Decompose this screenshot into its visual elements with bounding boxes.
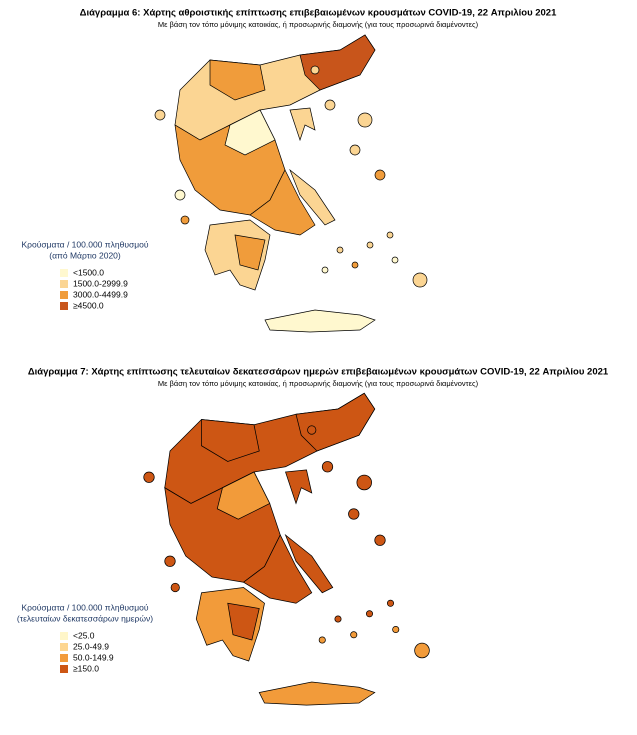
island xyxy=(321,266,329,274)
island xyxy=(365,610,374,618)
legend-swatch xyxy=(60,280,68,288)
region xyxy=(295,392,376,452)
region xyxy=(209,59,266,101)
legend-swatch xyxy=(60,654,68,662)
island xyxy=(180,215,190,225)
legend-label: <1500.0 xyxy=(73,267,104,277)
island xyxy=(349,144,361,156)
island xyxy=(374,169,386,181)
region xyxy=(284,533,334,594)
region xyxy=(258,681,376,706)
island xyxy=(414,642,430,659)
legend-title: Κρούσματα / 100.000 πληθυσμού xyxy=(22,602,149,612)
island xyxy=(170,582,180,593)
region xyxy=(242,534,313,604)
island xyxy=(374,534,386,546)
island xyxy=(310,65,320,75)
legend-label: 3000.0-4499.9 xyxy=(73,289,128,299)
region xyxy=(289,107,316,142)
island xyxy=(307,425,317,435)
legend-title: (από Μάρτιο 2020) xyxy=(49,250,121,260)
island xyxy=(350,631,358,639)
region xyxy=(249,169,316,236)
island xyxy=(174,189,186,201)
legend-label: 50.0-149.9 xyxy=(73,652,114,662)
legend-label: 25.0-49.9 xyxy=(73,641,109,651)
legend-swatch xyxy=(60,643,68,651)
island xyxy=(412,272,428,288)
island xyxy=(324,99,336,111)
legend-swatch xyxy=(60,302,68,310)
region xyxy=(216,471,271,520)
island xyxy=(154,109,166,121)
legend-label: ≥4500.0 xyxy=(73,300,104,310)
island xyxy=(348,508,360,520)
island xyxy=(391,256,399,264)
island xyxy=(386,599,395,607)
island xyxy=(336,246,344,254)
map xyxy=(154,34,428,333)
region xyxy=(204,219,271,291)
legend-label: ≥150.0 xyxy=(73,663,99,673)
legend-swatch xyxy=(60,632,68,640)
map-subtitle: Με βάση τον τόπο μόνιμης κατοικίας, ή πρ… xyxy=(158,20,479,29)
region xyxy=(227,602,260,641)
map xyxy=(143,392,430,706)
region xyxy=(285,469,313,505)
legend-swatch xyxy=(60,269,68,277)
region xyxy=(195,587,265,662)
region xyxy=(201,419,260,462)
island xyxy=(334,615,342,623)
region xyxy=(299,34,376,91)
region xyxy=(264,309,376,333)
legend-label: 1500.0-2999.9 xyxy=(73,278,128,288)
region xyxy=(224,109,276,156)
island xyxy=(356,474,372,491)
map-subtitle: Με βάση τον τόπο μόνιμης κατοικίας, ή πρ… xyxy=(158,379,479,388)
map-title: Διάγραμμα 6: Χάρτης αθροιστικής επίπτωση… xyxy=(80,8,557,19)
island xyxy=(366,241,374,249)
island xyxy=(143,471,155,483)
island xyxy=(321,461,334,473)
legend-swatch xyxy=(60,665,68,673)
island xyxy=(164,555,176,567)
region xyxy=(289,168,336,226)
legend-label: <25.0 xyxy=(73,630,95,640)
island xyxy=(357,112,373,128)
legend-swatch xyxy=(60,291,68,299)
island xyxy=(351,261,359,269)
island xyxy=(386,231,394,239)
legend-title: Κρούσματα / 100.000 πληθυσμού xyxy=(22,239,149,249)
legend-title: (τελευταίων δεκατεσσάρων ημερών) xyxy=(17,613,153,623)
map-title: Διάγραμμα 7: Χάρτης επίπτωσης τελευταίων… xyxy=(28,367,609,378)
island xyxy=(392,625,400,634)
region xyxy=(234,234,266,271)
island xyxy=(318,636,326,644)
